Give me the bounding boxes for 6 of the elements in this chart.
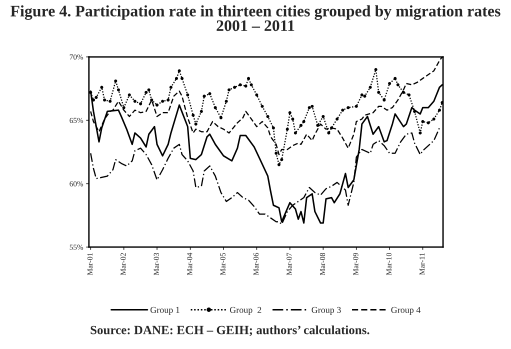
legend-label: Group 3 [312,306,341,315]
legend-label: Group 4 [391,306,421,315]
source-note: Source: DANE: ECH – GEIH; authors’ calculations. [90,325,370,336]
chart-title: Figure 4. Participation rate in thirteen cities grouped by migration rates 2001 – 2011 [10,5,500,32]
legend-label: Group 1 [150,306,180,315]
legend-label: Group 2 [230,306,262,315]
